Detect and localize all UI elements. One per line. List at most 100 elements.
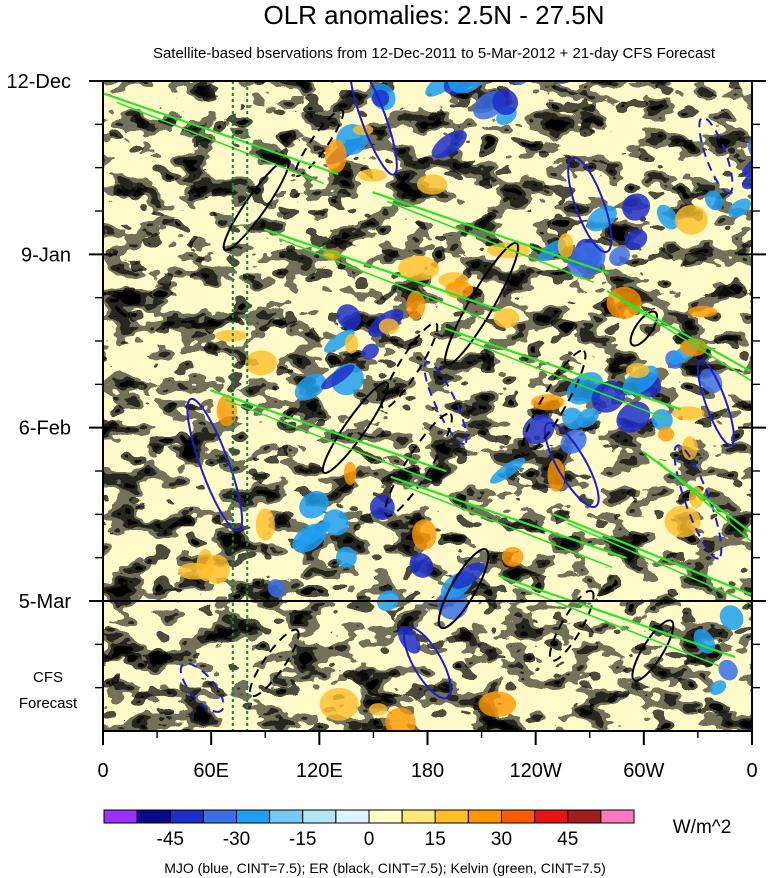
anomaly-blob bbox=[324, 139, 347, 174]
kelvin-contour bbox=[459, 337, 667, 420]
kelvin-contour bbox=[444, 327, 681, 411]
chart-subtitle: Satellite-based bservations from 12-Dec-… bbox=[153, 45, 716, 62]
mjo-contour bbox=[698, 116, 734, 195]
anomaly-blob bbox=[336, 546, 357, 568]
kelvin-contour bbox=[116, 101, 324, 184]
anomaly-blob bbox=[709, 680, 727, 695]
anomaly-blob bbox=[385, 707, 416, 731]
x-tick-label: 60W bbox=[623, 760, 664, 782]
anomaly-blob bbox=[718, 659, 738, 681]
anomaly-blob bbox=[656, 204, 679, 230]
anomaly-blob bbox=[699, 368, 723, 394]
x-tick-label: 0 bbox=[97, 760, 108, 782]
colorbar-swatch bbox=[368, 809, 403, 824]
y-tick-label: 9-Jan bbox=[21, 244, 71, 266]
anomaly-blob bbox=[606, 286, 642, 319]
anomaly-blob bbox=[361, 343, 379, 360]
colorbar-unit: W/m^2 bbox=[673, 817, 732, 838]
colorbar-swatch bbox=[103, 809, 138, 824]
anomaly-blob bbox=[624, 229, 648, 251]
x-tick-label: 120W bbox=[510, 760, 562, 782]
anomaly-blob bbox=[576, 407, 599, 428]
er-contour bbox=[437, 548, 490, 630]
x-tick-label: 0 bbox=[746, 760, 757, 782]
kelvin-contour bbox=[567, 522, 752, 605]
colorbar-swatch bbox=[335, 809, 370, 824]
anomaly-blob bbox=[742, 153, 752, 178]
anomaly-blob bbox=[478, 691, 517, 717]
anomaly-blob bbox=[292, 523, 327, 553]
er-contour bbox=[444, 241, 520, 366]
anomaly-blob bbox=[406, 290, 426, 320]
er-contour bbox=[222, 158, 290, 252]
chart-footer: MJO (blue, CINT=7.5); ER (black, CINT=7.… bbox=[164, 860, 606, 876]
anomaly-blob bbox=[357, 169, 387, 182]
anomaly-blob bbox=[705, 190, 724, 211]
kelvin-contour bbox=[372, 191, 609, 275]
anomaly-blob bbox=[759, 159, 770, 196]
er-contour bbox=[520, 349, 587, 457]
colorbar-tick-label: -15 bbox=[289, 829, 316, 850]
colorbar-tick-label: 15 bbox=[425, 829, 446, 850]
anomaly-blob bbox=[245, 350, 278, 376]
forecast-label-line1: CFS bbox=[33, 669, 63, 686]
anomaly-blob bbox=[343, 461, 357, 485]
mjo-contour bbox=[673, 444, 723, 560]
kelvin-contour bbox=[657, 460, 752, 543]
mjo-contour bbox=[696, 359, 735, 447]
kelvin-contour bbox=[278, 238, 486, 321]
mjo-contour bbox=[403, 626, 452, 700]
anomaly-blob bbox=[501, 546, 524, 567]
anomaly-blob bbox=[674, 205, 708, 235]
anomaly-blob bbox=[681, 436, 698, 460]
anomaly-blob bbox=[412, 519, 437, 550]
kelvin-contour bbox=[103, 92, 339, 175]
er-contour bbox=[548, 589, 595, 662]
colorbar-tick-label: -30 bbox=[223, 829, 250, 850]
forecast-label-line2: Forecast bbox=[19, 695, 78, 712]
x-tick-label: 60E bbox=[193, 760, 229, 782]
anomaly-blob bbox=[625, 363, 650, 379]
olr-heatmap-field bbox=[103, 81, 770, 731]
anomaly-blob bbox=[492, 88, 519, 115]
kelvin-contour bbox=[387, 200, 595, 283]
colorbar-tick-label: -45 bbox=[157, 829, 184, 850]
er-contour bbox=[631, 619, 675, 682]
mjo-contour bbox=[543, 421, 600, 508]
anomaly-blob bbox=[622, 365, 659, 396]
colorbar-swatch bbox=[567, 809, 602, 824]
colorbar-swatch bbox=[467, 809, 502, 824]
colorbar-tick-label: 45 bbox=[557, 829, 578, 850]
anomaly-blob bbox=[214, 329, 248, 342]
er-contour bbox=[321, 381, 389, 475]
mjo-contour bbox=[186, 397, 244, 532]
er-contour bbox=[248, 628, 300, 698]
colorbar-swatch bbox=[269, 809, 304, 824]
er-contour bbox=[294, 108, 345, 177]
anomaly-blob bbox=[728, 198, 751, 218]
anomaly-blob bbox=[267, 579, 286, 598]
colorbar-swatch bbox=[202, 809, 237, 824]
er-contour bbox=[629, 310, 659, 347]
anomaly-blob bbox=[344, 334, 359, 354]
anomaly-blob bbox=[547, 458, 565, 492]
kelvin-contour bbox=[621, 299, 752, 383]
anomaly-blob bbox=[557, 233, 574, 259]
y-tick-label: 5-Mar bbox=[19, 591, 72, 613]
colorbar-swatch bbox=[434, 809, 469, 824]
anomaly-blob bbox=[336, 304, 361, 330]
y-tick-label: 6-Feb bbox=[19, 418, 71, 440]
x-tick-label: 180 bbox=[411, 760, 444, 782]
anomaly-blob bbox=[451, 562, 485, 589]
anomaly-blob bbox=[369, 494, 395, 520]
colorbar-swatch bbox=[600, 809, 635, 824]
kelvin-contour bbox=[606, 290, 752, 374]
anomaly-blob bbox=[397, 255, 440, 281]
anomaly-blob bbox=[294, 373, 326, 401]
anomaly-blob bbox=[742, 169, 752, 190]
kelvin-contour bbox=[405, 485, 613, 568]
kelvin-contour bbox=[498, 575, 736, 658]
anomaly-blob bbox=[688, 305, 718, 318]
anomaly-blob bbox=[448, 81, 488, 94]
